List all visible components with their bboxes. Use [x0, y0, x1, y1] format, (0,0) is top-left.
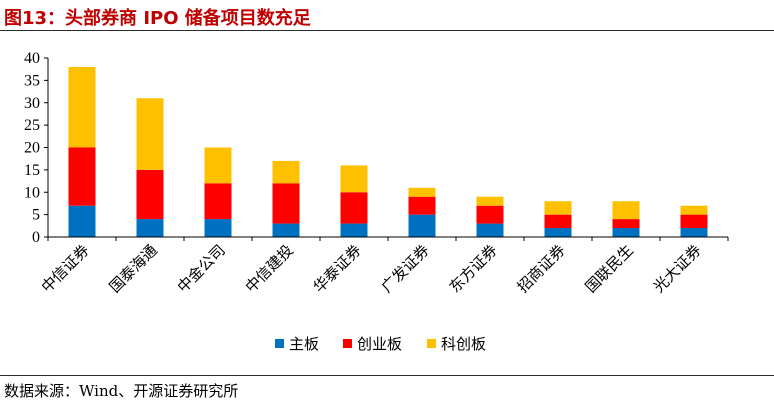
bar-3-series-1 [204, 219, 232, 237]
bar-5-series-3 [340, 165, 368, 193]
source-note: 数据来源：Wind、开源证券研究所 [4, 382, 239, 400]
bar-4-series-3 [272, 160, 300, 184]
bar-10-series-2 [680, 214, 708, 229]
x-category-label-5: 华泰证券 [310, 241, 365, 296]
y-tick-label-2: 5 [32, 207, 40, 224]
bar-6-series-1 [408, 214, 436, 238]
bottom-rule [0, 375, 774, 376]
x-category-label-2: 国泰海通 [106, 241, 161, 296]
top-rule [0, 30, 774, 31]
y-tick-label-7: 30 [24, 95, 40, 112]
bar-10-series-3 [680, 205, 708, 215]
bar-8-series-1 [544, 228, 572, 237]
bar-2-series-3 [136, 98, 164, 170]
legend-swatch-2 [343, 339, 352, 348]
bar-1-series-3 [68, 66, 96, 148]
y-tick-label-8: 35 [24, 72, 40, 89]
bar-7-series-1 [476, 223, 504, 237]
bar-7-series-2 [476, 205, 504, 224]
x-category-label-6: 广发证券 [378, 241, 433, 296]
x-category-label-1: 中信证券 [38, 241, 93, 296]
bar-8-series-2 [544, 214, 572, 229]
axes-group: 0 5 10 15 20 25 30 35 40 中信证券 国泰海通 中金公司 中信建投 华泰证券 广发证券… [24, 50, 729, 296]
bar-6-series-3 [408, 187, 436, 197]
x-category-label-10: 光大证券 [650, 241, 705, 296]
bar-2-series-1 [136, 219, 164, 237]
bar-7-series-3 [476, 196, 504, 206]
bar-6-series-2 [408, 196, 436, 215]
y-tick-label-6: 25 [24, 117, 40, 134]
bar-9-series-3 [612, 201, 640, 220]
bar-10-series-1 [680, 228, 708, 237]
x-category-label-9: 国联民生 [582, 241, 637, 296]
x-category-label-3: 中金公司 [174, 241, 229, 296]
legend-label-3: 科创板 [441, 335, 486, 353]
legend-label-1: 主板 [289, 335, 319, 353]
bar-9-series-1 [612, 228, 640, 237]
bars-group [68, 66, 708, 238]
y-tick-label-5: 20 [24, 140, 40, 157]
bar-4-series-1 [272, 223, 300, 237]
x-category-label-7: 东方证券 [446, 241, 501, 296]
y-tick-label-3: 10 [24, 184, 40, 201]
x-category-label-8: 招商证券 [514, 241, 569, 296]
bar-5-series-1 [340, 223, 368, 237]
figure-title: 图13：头部券商 IPO 储备项目数充足 [4, 8, 311, 29]
bar-8-series-3 [544, 201, 572, 215]
legend-label-2: 创业板 [357, 335, 402, 353]
legend-swatch-3 [427, 339, 436, 348]
bar-1-series-1 [68, 205, 96, 237]
bar-3-series-3 [204, 147, 232, 184]
y-tick-label-1: 0 [32, 229, 40, 246]
bar-2-series-2 [136, 169, 164, 220]
bar-5-series-2 [340, 192, 368, 224]
x-category-label-4: 中信建投 [242, 241, 297, 296]
legend-swatch-1 [275, 339, 284, 348]
bar-9-series-2 [612, 219, 640, 229]
bar-1-series-2 [68, 147, 96, 206]
y-tick-label-4: 15 [24, 162, 40, 179]
bar-3-series-2 [204, 183, 232, 220]
y-tick-label-9: 40 [24, 50, 40, 67]
legend-group: 主板 创业板 科创板 [275, 335, 486, 353]
bar-4-series-2 [272, 183, 300, 224]
